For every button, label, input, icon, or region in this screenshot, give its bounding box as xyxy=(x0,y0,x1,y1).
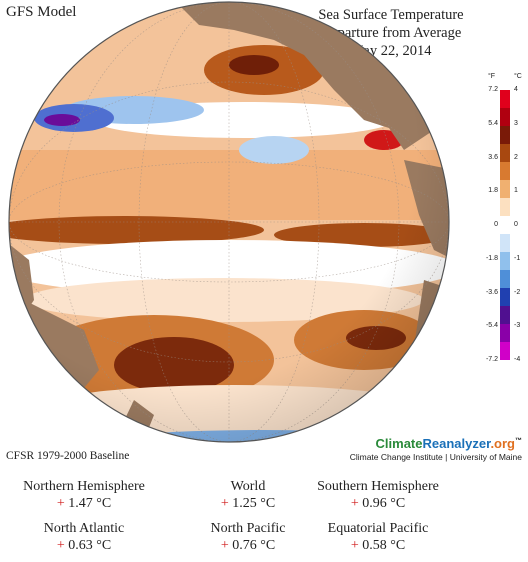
scale-tick-c: -4 xyxy=(514,356,521,363)
scale-tick-f: -7.2 xyxy=(485,356,498,363)
scale-swatch xyxy=(500,144,510,163)
globe-map xyxy=(4,0,454,450)
stat-north-pacific: North Pacific + 0.76 °C xyxy=(210,521,286,553)
scale-tick-f: 3.6 xyxy=(488,153,498,161)
scale-swatch xyxy=(500,270,510,289)
scale-tick-f: -5.4 xyxy=(485,322,498,330)
institute-label: Climate Change Institute | University of… xyxy=(349,452,522,462)
scale-tick-c: 4 xyxy=(514,86,518,93)
scale-tick-f: 7.2 xyxy=(488,86,498,93)
scale-tick-c: 3 xyxy=(514,119,518,127)
stat-southern-hemisphere: Southern Hemisphere + 0.96 °C xyxy=(317,479,439,511)
scale-tick-c: 2 xyxy=(514,153,518,161)
map-title-line-1: Sea Surface Temperature xyxy=(318,7,464,23)
scale-unit-f: °F xyxy=(488,73,496,80)
baseline-label: CFSR 1979-2000 Baseline xyxy=(6,450,130,462)
scale-swatch xyxy=(500,324,510,343)
scale-swatch xyxy=(500,108,510,127)
scale-tick-c: -1 xyxy=(514,254,521,262)
scale-tick-c: 1 xyxy=(514,187,518,195)
color-scale-bar xyxy=(500,90,510,360)
scale-tick-c: -2 xyxy=(514,288,521,296)
stat-equatorial-pacific: Equatorial Pacific + 0.58 °C xyxy=(327,521,429,553)
scale-tick-f: -3.6 xyxy=(485,288,498,296)
scale-swatch xyxy=(500,288,510,307)
scale-swatch xyxy=(500,198,510,217)
stat-northern-hemisphere: Northern Hemisphere + 1.47 °C xyxy=(23,479,145,511)
stat-world: World + 1.25 °C xyxy=(220,479,276,511)
scale-tick-f: -1.8 xyxy=(485,254,498,262)
brand-block: ClimateReanalyzer.org™ Climate Change In… xyxy=(350,436,522,462)
scale-swatch xyxy=(500,234,510,253)
scale-tick-f: 1.8 xyxy=(488,187,498,195)
scale-swatch xyxy=(500,252,510,271)
climate-reanalyzer-logo: ClimateReanalyzer.org™ xyxy=(375,436,522,451)
scale-swatch xyxy=(500,342,510,360)
scale-swatch xyxy=(500,306,510,325)
scale-tick-f: 0 xyxy=(494,221,498,228)
sst-anomaly-globe xyxy=(8,1,450,443)
map-title-line-2: Departure from Average xyxy=(320,25,462,41)
scale-tick-c: 0 xyxy=(514,221,518,228)
scale-swatch xyxy=(500,90,510,109)
scale-tick-f: 5.4 xyxy=(488,119,498,127)
scale-tick-c: -3 xyxy=(514,322,521,330)
scale-swatch xyxy=(500,162,510,181)
color-scale: °F °C 7.2 4 5.4 3 3.6 2 1.8 1 0 0 -1.8 -1 -3.6 -2 -5.4… xyxy=(484,73,528,370)
scale-swatch xyxy=(500,180,510,199)
scale-swatch xyxy=(500,216,510,235)
scale-swatch xyxy=(500,126,510,145)
model-label: GFS Model xyxy=(6,4,77,20)
scale-unit-c: °C xyxy=(514,73,522,80)
stat-north-atlantic: North Atlantic + 0.63 °C xyxy=(43,521,125,553)
